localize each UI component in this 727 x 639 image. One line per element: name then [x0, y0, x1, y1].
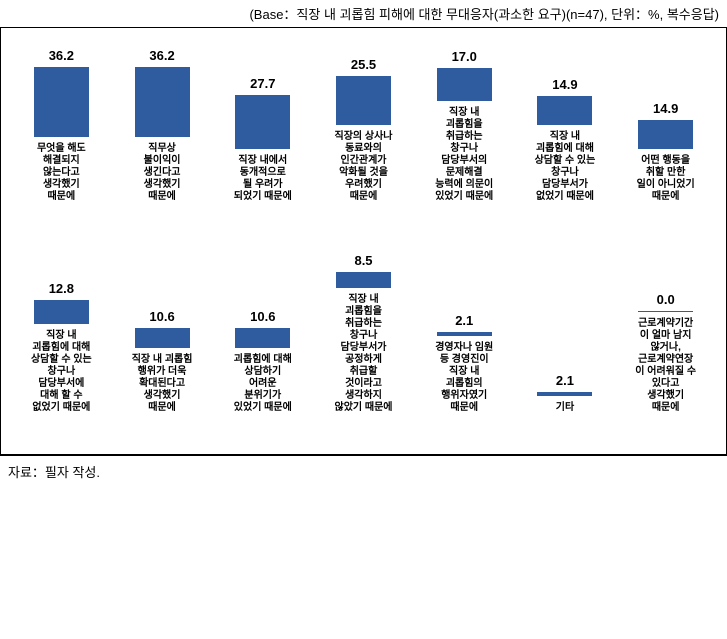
- bar-label: 직장 내괴롭힘에 대해상담할 수 있는창구나담당부서가없었기 때문에: [535, 131, 596, 203]
- bar: [135, 328, 190, 348]
- bar-group: 17.0 직장 내괴롭힘을취급하는창구나담당부서의문제해결능력에 의문이있었기 때…: [414, 49, 515, 203]
- bar-group: 25.5 직장의 상사나동료와의인간관계가악화될 것을우려했기때문에: [313, 57, 414, 203]
- bar-value: 27.7: [250, 76, 275, 91]
- bar: [336, 272, 391, 288]
- bar-value: 14.9: [653, 101, 678, 116]
- bar-group: 36.2 직무상불이익이생긴다고생각했기때문에: [112, 48, 213, 203]
- bar: [34, 67, 89, 137]
- bar-group: 8.5 직장 내괴롭힘을취급하는창구나담당부서가공정하게취급할것이라고생각하지않았…: [313, 253, 414, 414]
- bar-value: 2.1: [556, 373, 574, 388]
- bar-group: 2.1 기타: [515, 373, 616, 414]
- bar-value: 36.2: [49, 48, 74, 63]
- bar-value: 14.9: [552, 77, 577, 92]
- bar-group: 10.6 직장 내 괴롭힘행위가 더욱확대된다고생각했기때문에: [112, 309, 213, 414]
- bar-label: 직무상불이익이생긴다고생각했기때문에: [144, 143, 181, 203]
- bar: [638, 120, 693, 149]
- bar-group: 14.9 직장 내괴롭힘에 대해상담할 수 있는창구나담당부서가없었기 때문에: [515, 77, 616, 203]
- bar: [537, 392, 592, 396]
- bar-label: 무엇을 해도해결되지않는다고생각했기때문에: [37, 143, 86, 203]
- bar-group: 27.7 직장 내에서동개적으로될 우려가되었기 때문에: [212, 76, 313, 203]
- chart-header: (Base：직장 내 괴롭힘 피해에 대한 무대응자(과소한 요구)(n=47)…: [0, 0, 727, 27]
- bar-value: 8.5: [354, 253, 372, 268]
- bar: [437, 68, 492, 101]
- bar-value: 10.6: [250, 309, 275, 324]
- bar-value: 25.5: [351, 57, 376, 72]
- bar-group: 12.8 직장 내괴롭힘에 대해상담할 수 있는창구나담당부서에대해 할 수없었기…: [11, 281, 112, 415]
- bar-group: 2.1 경영자나 임원등 경영진이직장 내괴롭힘의행위자였기때문에: [414, 313, 515, 414]
- bar-label: 직장 내에서동개적으로될 우려가되었기 때문에: [234, 155, 292, 203]
- bar-label: 근로계약기간이 얼마 남지않거나,근로계약연장이 어려워질 수있다고생각했기때문…: [635, 318, 696, 414]
- bar-group: 36.2 무엇을 해도해결되지않는다고생각했기때문에: [11, 48, 112, 203]
- bar-value: 0.0: [657, 292, 675, 307]
- bar-label: 어떤 행동을취할 만한일이 아니었기때문에: [637, 155, 695, 203]
- bar: [638, 311, 693, 312]
- bar-value: 12.8: [49, 281, 74, 296]
- bar-value: 10.6: [149, 309, 174, 324]
- chart-row-1: 36.2 무엇을 해도해결되지않는다고생각했기때문에 36.2 직무상불이익이생긴다고…: [11, 48, 716, 203]
- bar-group: 10.6 괴롭힘에 대해상담하기어려운분위기가있었기 때문에: [212, 309, 313, 414]
- chart-container: 36.2 무엇을 해도해결되지않는다고생각했기때문에 36.2 직무상불이익이생긴다고…: [0, 27, 727, 455]
- bar-label: 괴롭힘에 대해상담하기어려운분위기가있었기 때문에: [234, 354, 292, 414]
- bar-label: 기타: [556, 402, 574, 414]
- bar: [135, 67, 190, 137]
- bar-value: 2.1: [455, 313, 473, 328]
- bar: [34, 300, 89, 325]
- bar-label: 직장 내괴롭힘에 대해상담할 수 있는창구나담당부서에대해 할 수없었기 때문에: [31, 330, 92, 414]
- bar-label: 직장 내괴롭힘을취급하는창구나담당부서가공정하게취급할것이라고생각하지않았기 때…: [335, 294, 393, 414]
- bar: [235, 328, 290, 348]
- bar: [537, 96, 592, 125]
- bar-label: 직장 내 괴롭힘행위가 더욱확대된다고생각했기때문에: [132, 354, 193, 414]
- bar: [336, 76, 391, 125]
- bar-label: 경영자나 임원등 경영진이직장 내괴롭힘의행위자였기때문에: [435, 342, 493, 414]
- bar-label: 직장의 상사나동료와의인간관계가악화될 것을우려했기때문에: [335, 131, 393, 203]
- bar-label: 직장 내괴롭힘을취급하는창구나담당부서의문제해결능력에 의문이있었기 때문에: [435, 107, 493, 203]
- chart-row-2: 12.8 직장 내괴롭힘에 대해상담할 수 있는창구나담당부서에대해 할 수없었기…: [11, 253, 716, 414]
- bar: [437, 332, 492, 336]
- bar: [235, 95, 290, 149]
- bar-group: 14.9 어떤 행동을취할 만한일이 아니었기때문에: [615, 101, 716, 203]
- bar-value: 36.2: [149, 48, 174, 63]
- bar-value: 17.0: [452, 49, 477, 64]
- chart-footer: 자료：필자 작성.: [0, 455, 727, 487]
- bar-group: 0.0 근로계약기간이 얼마 남지않거나,근로계약연장이 어려워질 수있다고생각했…: [615, 292, 716, 414]
